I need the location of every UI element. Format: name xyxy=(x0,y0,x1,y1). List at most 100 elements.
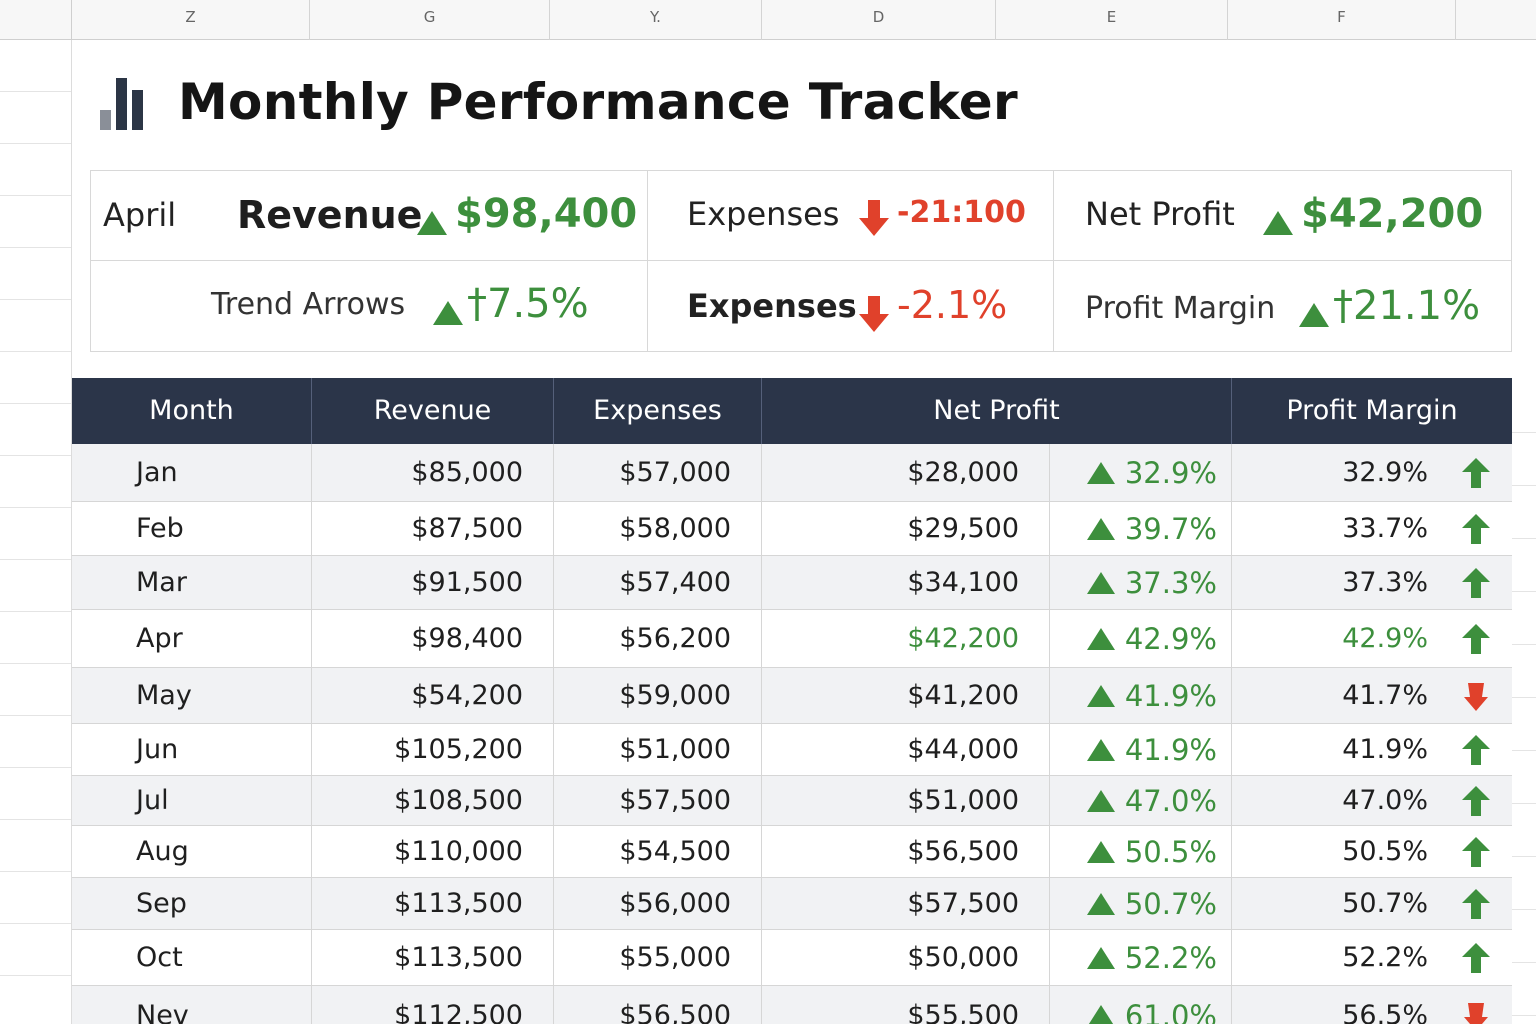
header-net-profit[interactable]: Net Profit xyxy=(762,378,1232,444)
column-header-e[interactable]: E xyxy=(996,0,1228,40)
cell-revenue[interactable]: $105,200 xyxy=(312,724,554,775)
cell-net-profit[interactable]: $55,500 xyxy=(762,986,1050,1024)
kpi-trend[interactable]: †7.5% xyxy=(433,281,589,327)
cell-revenue[interactable]: $113,500 xyxy=(312,930,554,985)
cell-expenses[interactable]: $57,400 xyxy=(554,556,762,609)
cell-profit-change[interactable]: 50.5% xyxy=(1050,826,1232,877)
table-row[interactable]: Oct $113,500 $55,000 $50,000 52.2% 52.2% xyxy=(72,930,1512,986)
cell-profit-change-text: 37.3% xyxy=(1124,565,1217,600)
table-row[interactable]: Jun $105,200 $51,000 $44,000 41.9% 41.9% xyxy=(72,724,1512,776)
cell-profit-change[interactable]: 47.0% xyxy=(1050,776,1232,825)
cell-expenses[interactable]: $56,000 xyxy=(554,878,762,929)
kpi-revenue[interactable]: $98,400 xyxy=(417,191,637,237)
cell-month[interactable]: Mar xyxy=(72,556,312,609)
table-row[interactable]: Jan $85,000 $57,000 $28,000 32.9% 32.9% xyxy=(72,444,1512,502)
header-profit-margin[interactable]: Profit Margin xyxy=(1286,395,1458,426)
cell-month[interactable]: Feb xyxy=(72,502,312,555)
cell-month[interactable]: Apr xyxy=(72,610,312,667)
cell-month[interactable]: Jul xyxy=(72,776,312,825)
select-all-corner[interactable] xyxy=(0,0,72,40)
cell-month[interactable]: Aug xyxy=(72,826,312,877)
cell-net-profit[interactable]: $34,100 xyxy=(762,556,1050,609)
table-row[interactable]: Apr $98,400 $56,200 $42,200 42.9% 42.9% xyxy=(72,610,1512,668)
table-row[interactable]: Sep $113,500 $56,000 $57,500 50.7% 50.7% xyxy=(72,878,1512,930)
cell-profit-margin[interactable]: 41.9% xyxy=(1232,724,1512,775)
kpi-net-profit[interactable]: $42,200 xyxy=(1263,191,1483,237)
cell-month[interactable]: Oct xyxy=(72,930,312,985)
cell-profit-margin[interactable]: 50.5% xyxy=(1232,826,1512,877)
header-month[interactable]: Month xyxy=(72,378,312,444)
cell-revenue[interactable]: $91,500 xyxy=(312,556,554,609)
column-header-d[interactable]: D xyxy=(762,0,996,40)
cell-profit-margin[interactable]: 32.9% xyxy=(1232,444,1512,501)
cell-profit-margin[interactable]: 37.3% xyxy=(1232,556,1512,609)
row-gutter xyxy=(0,40,72,1024)
cell-profit-margin[interactable]: 50.7% xyxy=(1232,878,1512,929)
cell-net-profit[interactable]: $50,000 xyxy=(762,930,1050,985)
cell-month[interactable]: Nev xyxy=(72,986,312,1024)
page-title: Monthly Performance Tracker xyxy=(178,73,1018,131)
cell-net-profit[interactable]: $57,500 xyxy=(762,878,1050,929)
cell-revenue[interactable]: $108,500 xyxy=(312,776,554,825)
table-row[interactable]: Jul $108,500 $57,500 $51,000 47.0% 47.0% xyxy=(72,776,1512,826)
cell-profit-change[interactable]: 37.3% xyxy=(1050,556,1232,609)
cell-net-profit[interactable]: $28,000 xyxy=(762,444,1050,501)
cell-expenses-text: $58,000 xyxy=(619,513,731,544)
cell-net-profit[interactable]: $41,200 xyxy=(762,668,1050,723)
column-header-f[interactable]: F xyxy=(1228,0,1456,40)
cell-profit-margin[interactable]: 33.7% xyxy=(1232,502,1512,555)
cell-profit-margin[interactable]: 52.2% xyxy=(1232,930,1512,985)
cell-month[interactable]: May xyxy=(72,668,312,723)
cell-profit-change[interactable]: 39.7% xyxy=(1050,502,1232,555)
cell-profit-margin[interactable]: 47.0% xyxy=(1232,776,1512,825)
cell-net-profit[interactable]: $44,000 xyxy=(762,724,1050,775)
kpi-expenses-change[interactable]: -2.1% xyxy=(859,283,1007,332)
cell-revenue[interactable]: $98,400 xyxy=(312,610,554,667)
cell-expenses[interactable]: $57,500 xyxy=(554,776,762,825)
column-header-z[interactable]: Z xyxy=(72,0,310,40)
cell-profit-margin[interactable]: 41.7% xyxy=(1232,668,1512,723)
cell-profit-change[interactable]: 61.0% xyxy=(1050,986,1232,1024)
cell-revenue[interactable]: $85,000 xyxy=(312,444,554,501)
cell-profit-margin[interactable]: 42.9% xyxy=(1232,610,1512,667)
table-row[interactable]: May $54,200 $59,000 $41,200 41.9% 41.7% xyxy=(72,668,1512,724)
cell-profit-change[interactable]: 41.9% xyxy=(1050,668,1232,723)
kpi-margin[interactable]: †21.1% xyxy=(1299,283,1480,329)
header-expenses[interactable]: Expenses xyxy=(554,378,762,444)
cell-expenses[interactable]: $56,200 xyxy=(554,610,762,667)
cell-month[interactable]: Sep xyxy=(72,878,312,929)
column-header-y[interactable]: Y. xyxy=(550,0,762,40)
cell-expenses[interactable]: $59,000 xyxy=(554,668,762,723)
cell-net-profit[interactable]: $29,500 xyxy=(762,502,1050,555)
cell-profit-change[interactable]: 50.7% xyxy=(1050,878,1232,929)
cell-revenue[interactable]: $54,200 xyxy=(312,668,554,723)
table-row[interactable]: Aug $110,000 $54,500 $56,500 50.5% 50.5% xyxy=(72,826,1512,878)
cell-net-profit[interactable]: $51,000 xyxy=(762,776,1050,825)
cell-month[interactable]: Jan xyxy=(72,444,312,501)
header-revenue[interactable]: Revenue xyxy=(312,378,554,444)
cell-profit-change[interactable]: 42.9% xyxy=(1050,610,1232,667)
table-row[interactable]: Feb $87,500 $58,000 $29,500 39.7% 33.7% xyxy=(72,502,1512,556)
cell-revenue[interactable]: $110,000 xyxy=(312,826,554,877)
table-row[interactable]: Nev $112,500 $56,500 $55,500 61.0% 56.5% xyxy=(72,986,1512,1024)
cell-profit-margin[interactable]: 56.5% xyxy=(1232,986,1512,1024)
cell-expenses[interactable]: $58,000 xyxy=(554,502,762,555)
cell-revenue[interactable]: $87,500 xyxy=(312,502,554,555)
cell-net-profit[interactable]: $42,200 xyxy=(762,610,1050,667)
cell-profit-change[interactable]: 32.9% xyxy=(1050,444,1232,501)
cell-expenses[interactable]: $55,000 xyxy=(554,930,762,985)
column-header-g[interactable]: G xyxy=(310,0,550,40)
cell-expenses[interactable]: $51,000 xyxy=(554,724,762,775)
cell-profit-change[interactable]: 41.9% xyxy=(1050,724,1232,775)
cell-profit-change[interactable]: 52.2% xyxy=(1050,930,1232,985)
kpi-expenses[interactable]: -21:100 xyxy=(859,195,1026,236)
cell-expenses[interactable]: $56,500 xyxy=(554,986,762,1024)
cell-expenses[interactable]: $54,500 xyxy=(554,826,762,877)
table-row[interactable]: Mar $91,500 $57,400 $34,100 37.3% 37.3% xyxy=(72,556,1512,610)
cell-month-text: Mar xyxy=(136,567,187,598)
cell-month[interactable]: Jun xyxy=(72,724,312,775)
cell-revenue[interactable]: $112,500 xyxy=(312,986,554,1024)
cell-revenue[interactable]: $113,500 xyxy=(312,878,554,929)
cell-net-profit[interactable]: $56,500 xyxy=(762,826,1050,877)
cell-expenses[interactable]: $57,000 xyxy=(554,444,762,501)
